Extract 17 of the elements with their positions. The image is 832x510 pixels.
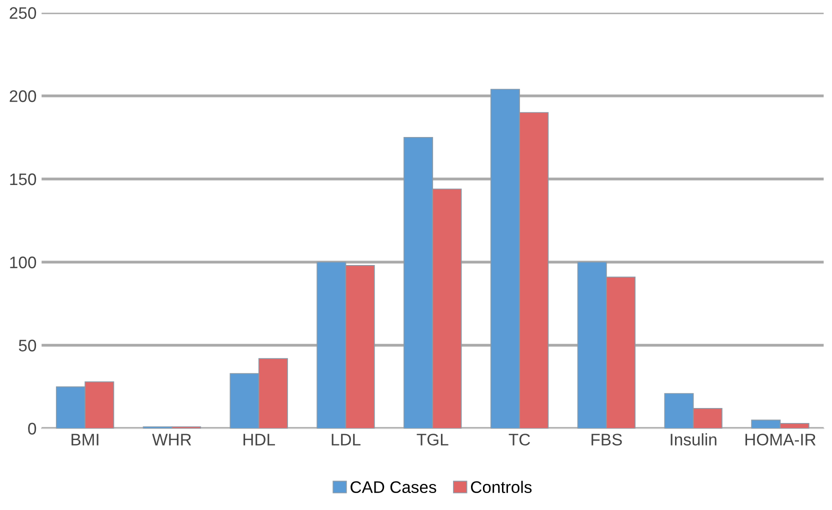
y-tick-label: 250 bbox=[10, 7, 36, 19]
y-tick-label: 150 bbox=[10, 173, 36, 186]
x-tick-label: HOMA-IR bbox=[745, 434, 816, 446]
x-tick-label: BMI bbox=[72, 434, 98, 446]
y-tick-label: 0 bbox=[28, 422, 36, 435]
y-tick-label: 200 bbox=[10, 90, 36, 102]
legend-label: CAD Cases bbox=[350, 481, 436, 494]
legend-label: Controls bbox=[470, 480, 532, 494]
x-tick-label: WHR bbox=[152, 434, 192, 446]
x-tick-label: TC bbox=[508, 434, 530, 446]
x-tick-label: FBS bbox=[592, 434, 622, 446]
x-tick-label: HDL bbox=[244, 434, 275, 446]
y-tick-label: 50 bbox=[18, 340, 36, 352]
x-tick-label: LDL bbox=[332, 434, 360, 446]
x-tick-label: Insulin bbox=[670, 433, 716, 446]
x-tick-label: TGL bbox=[416, 434, 448, 446]
y-tick-label: 100 bbox=[10, 256, 36, 268]
